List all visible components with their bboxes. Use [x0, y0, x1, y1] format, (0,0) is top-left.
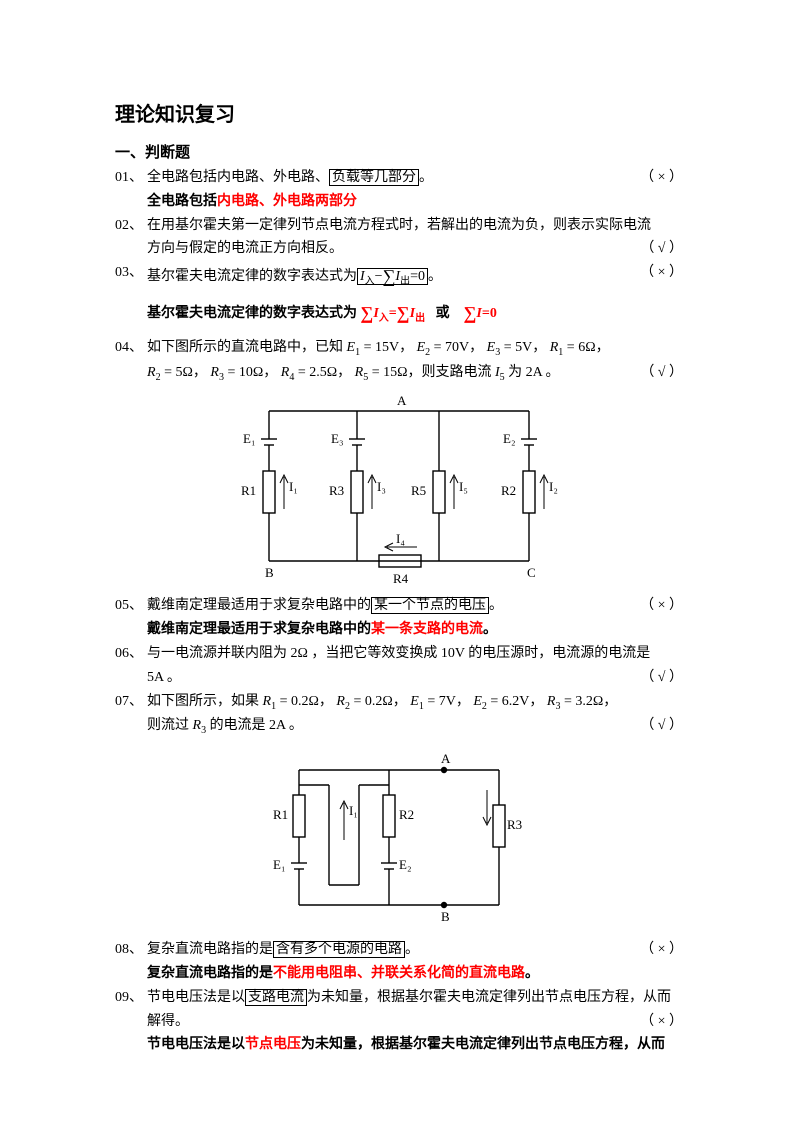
answer-mark: （ √ ）: [640, 714, 683, 738]
question-05: 05、 （ × ） 戴维南定理最适用于求复杂电路中的某一个节点的电压。: [115, 594, 683, 618]
svg-text:I₃: I₃: [377, 479, 386, 494]
svg-text:E₃: E₃: [331, 431, 343, 446]
q-text: 在用基尔霍夫第一定律列节点电流方程式时，若解出的电流为负，则表示实际电流: [147, 218, 651, 233]
answer-mark: （ √ ）: [640, 237, 683, 261]
boxed-text: 含有多个电源的电路: [273, 941, 405, 958]
svg-text:I₁: I₁: [349, 803, 358, 818]
answer-mark: （ × ）: [640, 261, 683, 285]
svg-text:R4: R4: [393, 571, 409, 586]
q-text: 戴维南定理最适用于求复杂电路中的: [147, 598, 371, 613]
q-text: 节电电压法是以: [147, 990, 245, 1005]
svg-text:C: C: [527, 565, 536, 580]
svg-text:R3: R3: [507, 817, 522, 832]
q-number: 05、: [115, 594, 147, 618]
q-number: 03、: [115, 261, 147, 285]
q-number: 08、: [115, 938, 147, 962]
correction-01: 全电路包括内电路、外电路两部分: [115, 190, 683, 214]
boxed-text: 负载等几部分: [329, 169, 419, 186]
q-text: 复杂直流电路指的是: [147, 942, 273, 957]
formula-b: ∑I=0: [464, 306, 497, 321]
svg-text:I₅: I₅: [459, 479, 468, 494]
correction-09: 节电电压法是以节点电压为未知量，根据基尔霍夫电流定律列出节点电压方程，从而: [115, 1033, 683, 1057]
answer-mark: （ × ）: [640, 166, 683, 190]
circuit-diagram-2: A B R1 R2 R3 E₁ E₂ I₁: [115, 745, 683, 930]
question-04: 04、 如下图所示的直流电路中，已知 E1 = 15V， E2 = 70V， E…: [115, 336, 683, 386]
q-number: 07、: [115, 690, 147, 714]
svg-text:E₁: E₁: [273, 857, 285, 872]
q-text: 与一电流源并联内阻为 2Ω ，当把它等效变换成 10V 的电压源时，电流源的电流…: [147, 646, 650, 661]
svg-text:B: B: [441, 909, 450, 924]
question-07: 07、 如下图所示，如果 R1 = 0.2Ω， R2 = 0.2Ω， E1 = …: [115, 690, 683, 740]
q-number: 02、: [115, 214, 147, 238]
answer-mark: （ × ）: [640, 1010, 683, 1034]
svg-text:R3: R3: [329, 483, 344, 498]
q-number: 01、: [115, 166, 147, 190]
svg-text:I₁: I₁: [289, 479, 298, 494]
q-number: 04、: [115, 336, 147, 360]
q-text: 全电路包括内电路、外电路、: [147, 170, 329, 185]
svg-text:I₂: I₂: [549, 479, 558, 494]
svg-text:R2: R2: [399, 807, 414, 822]
q-text: 如下图所示，如果 R1 = 0.2Ω， R2 = 0.2Ω， E1 = 7V， …: [147, 694, 617, 709]
correction-highlight: 内电路、外电路两部分: [217, 194, 357, 209]
correction-05: 戴维南定理最适用于求复杂电路中的某一条支路的电流。: [115, 618, 683, 642]
svg-text:R5: R5: [411, 483, 426, 498]
q-number: 09、: [115, 986, 147, 1010]
question-06: 06、 与一电流源并联内阻为 2Ω ，当把它等效变换成 10V 的电压源时，电流…: [115, 642, 683, 690]
svg-text:E₂: E₂: [399, 857, 411, 872]
question-01: 01、 （ × ） 全电路包括内电路、外电路、负载等几部分。: [115, 166, 683, 190]
svg-text:A: A: [397, 393, 407, 408]
section-heading: 一、判断题: [115, 141, 683, 162]
correction-08: 复杂直流电路指的是不能用电阻串、并联关系化简的直流电路。: [115, 962, 683, 986]
boxed-text: 某一个节点的电压: [371, 597, 489, 614]
answer-mark: （ × ）: [640, 938, 683, 962]
page-title: 理论知识复习: [115, 98, 683, 127]
svg-text:R1: R1: [241, 483, 256, 498]
svg-text:A: A: [441, 751, 451, 766]
svg-text:I₄: I₄: [396, 531, 405, 546]
svg-text:R1: R1: [273, 807, 288, 822]
q-text: 如下图所示的直流电路中，已知 E1 = 15V， E2 = 70V， E3 = …: [147, 340, 610, 355]
answer-mark: （ × ）: [640, 594, 683, 618]
question-02: 02、 在用基尔霍夫第一定律列节点电流方程式时，若解出的电流为负，则表示实际电流…: [115, 214, 683, 262]
question-08: 08、 （ × ） 复杂直流电路指的是含有多个电源的电路。: [115, 938, 683, 962]
answer-mark: （ √ ）: [640, 361, 683, 385]
q-text: 基尔霍夫电流定律的数字表达式为: [147, 269, 357, 284]
svg-text:B: B: [265, 565, 274, 580]
correction-03: 基尔霍夫电流定律的数字表达式为 ∑I入=∑I出 或 ∑I=0: [115, 302, 683, 324]
svg-text:R2: R2: [501, 483, 516, 498]
question-09: 09、 节电电压法是以支路电流为未知量，根据基尔霍夫电流定律列出节点电压方程，从…: [115, 986, 683, 1034]
question-03: 03、 （ × ） 基尔霍夫电流定律的数字表达式为I入−∑I出=0。: [115, 261, 683, 292]
boxed-formula: I入−∑I出=0: [357, 268, 428, 285]
svg-text:E₂: E₂: [503, 431, 515, 446]
correction-highlight: 不能用电阻串、并联关系化简的直流电路: [273, 966, 525, 981]
q-number: 06、: [115, 642, 147, 666]
boxed-text: 支路电流: [245, 989, 307, 1006]
svg-text:E₁: E₁: [243, 431, 255, 446]
correction-highlight: 某一条支路的电流: [371, 622, 483, 637]
circuit-diagram-1: A B C E₁ E₃ E₂ R1 R3 R5 R2 R4 I₁ I₃ I₅ I…: [115, 391, 683, 586]
answer-mark: （ √ ）: [640, 666, 683, 690]
formula-a: ∑I入=∑I出: [361, 306, 426, 321]
